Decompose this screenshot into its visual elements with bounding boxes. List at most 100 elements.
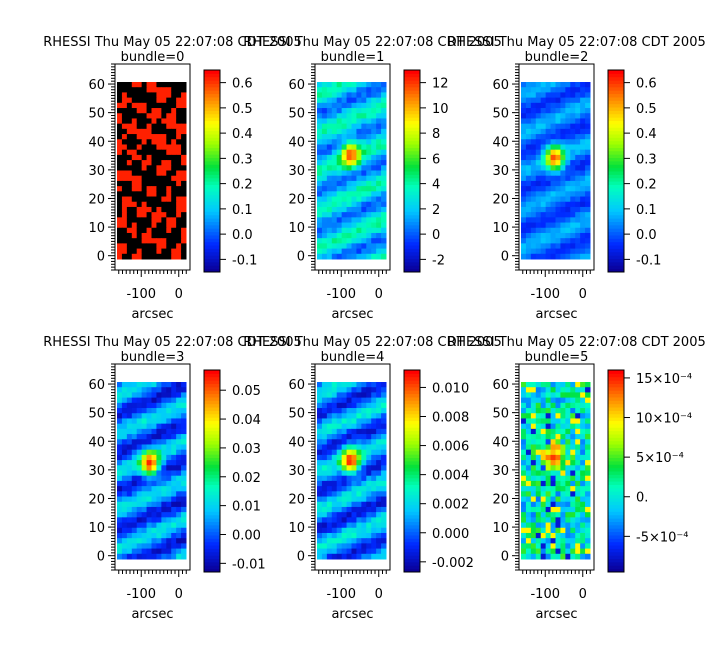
colorbar-step: [404, 113, 420, 118]
heatmap-cell: [117, 144, 123, 151]
heatmap-cell: [381, 113, 387, 119]
heatmap-cell: [550, 92, 556, 99]
heatmap-cell: [366, 428, 372, 435]
heatmap-cell: [341, 408, 348, 414]
heatmap-cell: [555, 496, 561, 503]
heatmap-cell: [136, 397, 143, 404]
x-tick-label: 0: [579, 587, 587, 602]
heatmap-cell: [176, 165, 182, 171]
heatmap-cell: [326, 423, 333, 430]
heatmap-cell: [326, 486, 333, 492]
heatmap-cell: [121, 253, 128, 260]
colorbar-step: [608, 491, 624, 496]
heatmap-cell: [575, 496, 581, 503]
colorbar-frame: [203, 69, 221, 273]
heatmap-cell: [117, 470, 123, 477]
heatmap-cell: [141, 460, 148, 466]
heatmap-cell: [336, 160, 343, 166]
heatmap-cell: [181, 501, 187, 508]
heatmap-cell: [361, 444, 367, 451]
heatmap-cell: [550, 486, 556, 492]
colorbar-step: [404, 531, 420, 536]
colorbar-step: [608, 83, 624, 88]
heatmap-cell: [136, 522, 143, 529]
heatmap-cell: [371, 501, 377, 508]
colorbar-step: [608, 103, 624, 108]
heatmap-cell: [555, 196, 561, 203]
heatmap-cell: [371, 418, 377, 425]
heatmap-cell: [331, 212, 338, 218]
heatmap-cell: [161, 238, 167, 244]
heatmap-cell: [117, 180, 123, 187]
heatmap-cell: [126, 222, 133, 229]
heatmap-cell: [565, 97, 571, 104]
heatmap-cell: [331, 553, 338, 560]
heatmap-cell: [326, 512, 333, 518]
heatmap-cell: [171, 144, 177, 151]
heatmap-cell: [151, 491, 157, 498]
heatmap-cell: [351, 413, 357, 419]
heatmap-cell: [376, 475, 382, 482]
heatmap-cell: [181, 439, 187, 445]
heatmap-cell: [361, 186, 367, 192]
heatmap-cell: [181, 243, 187, 250]
heatmap-cell: [550, 392, 556, 399]
heatmap-cell: [166, 454, 172, 461]
heatmap-cell: [535, 175, 542, 182]
heatmap-cell: [530, 144, 537, 151]
heatmap-cell: [535, 397, 542, 404]
heatmap-cell: [176, 102, 182, 109]
heatmap-cell: [381, 517, 387, 524]
heatmap-cell: [525, 418, 532, 425]
heatmap-cell: [336, 460, 343, 466]
heatmap-cell: [351, 102, 357, 109]
heatmap-cell: [366, 149, 372, 156]
x-tick-label: -100: [326, 287, 356, 302]
heatmap-cell: [346, 527, 352, 534]
heatmap-cell: [326, 253, 333, 260]
colorbar-step: [204, 224, 220, 229]
colorbar-step: [608, 494, 624, 499]
heatmap-cell: [126, 253, 133, 260]
heatmap-cell: [176, 253, 182, 260]
heatmap-cell: [121, 527, 128, 534]
heatmap-cell: [366, 408, 372, 414]
heatmap-cell: [376, 449, 382, 456]
colorbar-step: [204, 191, 220, 196]
heatmap-cell: [331, 434, 338, 440]
colorbar-step: [204, 174, 220, 179]
heatmap-cell: [151, 123, 157, 130]
heatmap-cell: [126, 512, 133, 518]
heatmap-cell: [346, 434, 352, 440]
heatmap-cell: [136, 444, 143, 451]
chart-panel-4: RHESSI Thu May 05 22:07:08 CDT 2005bundl…: [243, 335, 502, 622]
colorbar-step: [204, 538, 220, 543]
heatmap-cell: [126, 154, 133, 161]
colorbar-step: [608, 96, 624, 101]
heatmap-cell: [560, 248, 566, 255]
heatmap-cell: [321, 196, 328, 203]
colorbar-step: [204, 208, 220, 212]
heatmap-cell: [181, 470, 187, 477]
colorbar-step: [204, 255, 220, 260]
heatmap-cell: [156, 144, 162, 151]
heatmap-cell: [131, 382, 138, 388]
heatmap-cell: [171, 212, 177, 218]
heatmap-cell: [181, 402, 187, 409]
heatmap-cell: [371, 387, 377, 393]
heatmap-cell: [151, 82, 157, 88]
y-tick-label: 60: [88, 78, 105, 93]
heatmap-cell: [521, 532, 527, 539]
heatmap-cell: [146, 102, 152, 109]
heatmap-cell: [570, 165, 576, 171]
heatmap-cell: [346, 139, 352, 145]
heatmap-cell: [117, 532, 123, 539]
heatmap-cell: [166, 82, 172, 88]
heatmap-cell: [580, 454, 586, 461]
heatmap-cell: [585, 491, 591, 498]
heatmap-cell: [525, 408, 532, 414]
colorbar-step: [404, 123, 420, 128]
heatmap-cell: [166, 118, 172, 125]
heatmap-cell: [166, 480, 172, 487]
heatmap-cell: [336, 496, 343, 503]
